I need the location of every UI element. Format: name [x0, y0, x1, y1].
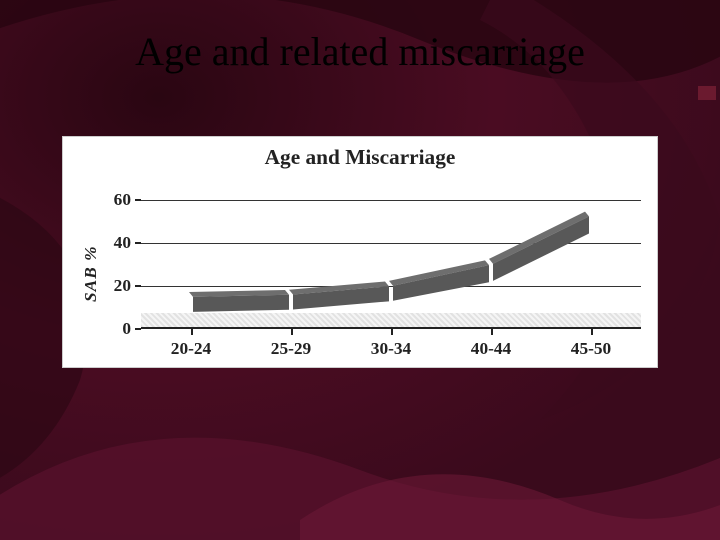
gridline: [141, 286, 641, 287]
y-tick-mark: [135, 285, 141, 287]
accent-box: [698, 86, 716, 100]
x-tick-label: 40-44: [451, 339, 531, 359]
y-tick-mark: [135, 328, 141, 330]
x-tick-mark: [391, 329, 393, 335]
x-tick-label: 25-29: [251, 339, 331, 359]
x-tick-label: 30-34: [351, 339, 431, 359]
x-tick-label: 20-24: [151, 339, 231, 359]
y-tick-label: 20: [97, 276, 131, 296]
series-ribbon: [141, 179, 641, 329]
plot-area: 020406020-2425-2930-3440-4445-50: [141, 179, 641, 329]
chart-title: Age and Miscarriage: [63, 145, 657, 170]
y-tick-label: 40: [97, 233, 131, 253]
gridline: [141, 200, 641, 201]
chart-inner: Age and Miscarriage SAB % 020406020-2425…: [63, 137, 657, 367]
y-tick-label: 0: [97, 319, 131, 339]
baseline-band: [141, 313, 641, 327]
x-tick-mark: [191, 329, 193, 335]
gridline: [141, 243, 641, 244]
y-tick-mark: [135, 199, 141, 201]
x-tick-mark: [591, 329, 593, 335]
x-tick-label: 45-50: [551, 339, 631, 359]
y-tick-mark: [135, 242, 141, 244]
chart-panel: Age and Miscarriage SAB % 020406020-2425…: [62, 136, 658, 368]
slide: Age and related miscarriage Age and Misc…: [0, 0, 720, 540]
y-tick-label: 60: [97, 190, 131, 210]
slide-title: Age and related miscarriage: [0, 28, 720, 75]
x-tick-mark: [491, 329, 493, 335]
x-tick-mark: [291, 329, 293, 335]
